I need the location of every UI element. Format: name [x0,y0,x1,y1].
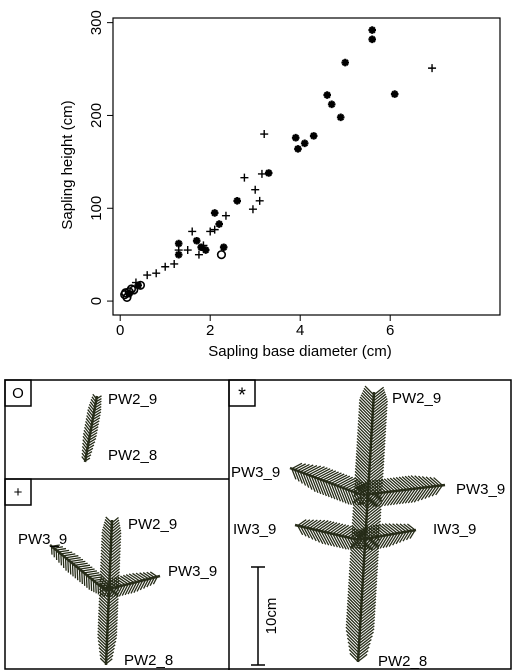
branches [49,385,446,666]
point [194,250,203,259]
needles [345,385,389,663]
point [260,130,269,139]
point [134,281,142,290]
needles [81,393,102,462]
needles [50,544,112,597]
branch-label: PW2_8 [124,652,173,669]
needles [353,523,416,551]
point [300,139,309,148]
point [240,173,249,182]
point [143,271,152,280]
stem [358,528,417,542]
x-tick-label: 0 [116,322,124,339]
y-tick-label: 100 [88,196,105,221]
point [174,239,183,248]
point [257,169,266,178]
branch-label: IW3_9 [433,521,476,538]
point [368,35,376,44]
point [233,197,241,205]
stem [356,391,376,663]
point [336,113,345,122]
panel-frame [4,379,512,670]
y-tick-label: 300 [88,10,105,35]
y-tick-label: 200 [88,103,105,128]
y-tick-label: 0 [88,297,105,305]
point [170,259,179,268]
x-axis-label: Sapling base diameter (cm) [208,343,391,360]
branch-label: PW3_9 [231,464,280,481]
point [255,196,264,205]
point [192,236,201,245]
panel-symbol: + [14,484,23,501]
point [428,64,437,73]
point [174,250,183,259]
point [188,227,197,236]
branch-label: PW3_9 [18,531,67,548]
scale-label: 10cm [263,598,280,635]
point [210,209,219,217]
point [327,100,336,109]
branch-label: PW2_9 [392,390,441,407]
point [323,91,331,99]
panels [4,379,512,670]
symbol-box [228,379,256,407]
point [294,145,302,153]
branch-label: PW2_8 [108,447,157,464]
point [210,225,219,234]
point [216,250,227,260]
point [215,220,223,228]
point [221,211,230,220]
y-axis-label: Sapling height (cm) [59,100,76,229]
branch-label: PW2_9 [128,516,177,533]
branch-label: PW2_8 [378,653,427,670]
point [264,169,273,177]
needles [355,475,443,508]
needles [291,462,371,506]
branch-label: PW2_9 [108,391,157,408]
point [201,246,210,254]
branch-label: PW3_9 [456,481,505,498]
point [291,133,300,142]
x-tick-label: 6 [386,322,394,339]
point [125,289,133,298]
point [206,227,215,236]
point [390,90,399,98]
point [309,132,318,140]
point [197,243,205,252]
symbol-box [4,478,32,506]
point [161,262,170,271]
panel-symbol: * [238,384,246,406]
branch-label: PW3_9 [168,563,217,580]
point [248,205,257,214]
symbol-box [4,379,32,407]
point [251,185,260,194]
plot-frame [112,17,501,316]
x-tick-label: 4 [296,322,304,339]
point [183,246,192,255]
panel-symbol: O [12,385,24,402]
needles [100,571,158,598]
point [368,26,376,34]
point [219,243,228,252]
point [152,269,161,278]
branch-label: IW3_9 [233,521,276,538]
x-tick-label: 2 [206,322,214,339]
point [341,58,349,67]
